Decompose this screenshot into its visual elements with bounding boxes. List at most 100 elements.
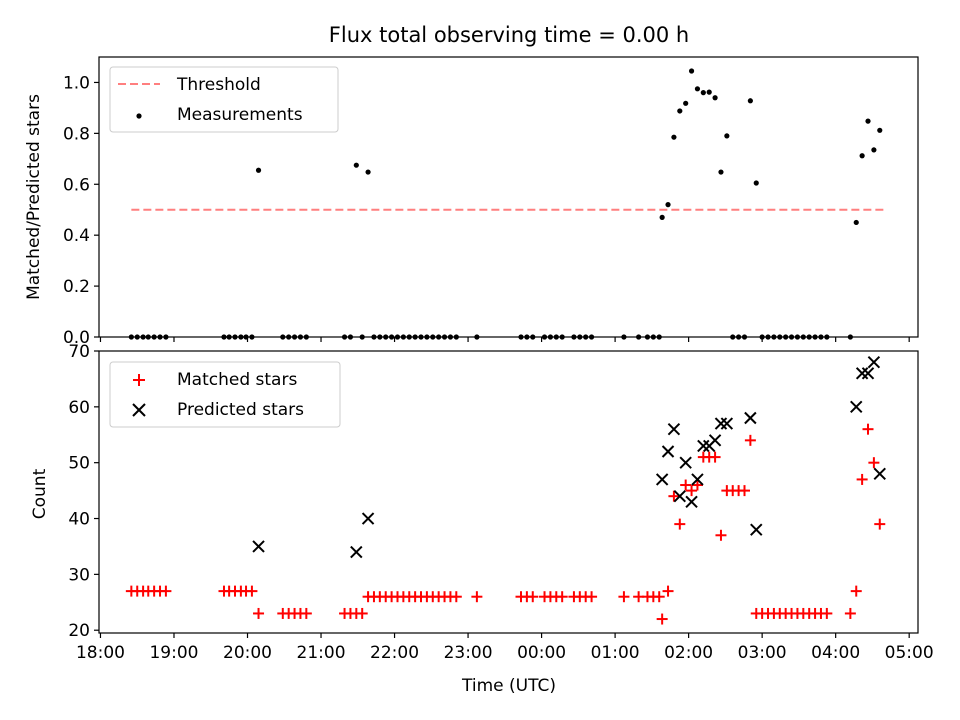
- x-tick-label: 20:00: [223, 643, 272, 663]
- predicted-marker-b: [673, 489, 687, 503]
- measurement-point: [730, 334, 736, 340]
- measurement-point: [151, 334, 157, 340]
- x-tick-label: 02:00: [664, 643, 713, 663]
- legend-matched-label: Matched stars: [177, 370, 297, 390]
- measurement-point: [577, 334, 583, 340]
- measurement-point: [559, 334, 565, 340]
- x-tick-label: 01:00: [591, 643, 640, 663]
- measurement-point: [571, 334, 577, 340]
- predicted-marker-b: [685, 495, 698, 508]
- predicted-marker-b: [873, 467, 886, 481]
- measurement-point: [359, 334, 365, 340]
- measurement-point: [157, 334, 163, 340]
- matched-stars-point: [844, 607, 856, 619]
- measurement-point: [818, 334, 824, 340]
- x-tick-label: 19:00: [149, 643, 198, 663]
- predicted-marker-b: [679, 456, 692, 469]
- predicted-marker-b: [714, 417, 728, 430]
- measurement-point: [700, 90, 706, 96]
- predicted-stars-point: [361, 512, 375, 525]
- predicted-marker-b: [661, 445, 675, 458]
- bottom-y-tick-label: 40: [68, 510, 90, 530]
- matched-stars-point: [691, 479, 703, 491]
- predicted-marker-b: [708, 434, 722, 447]
- predicted-marker-b: [252, 540, 265, 553]
- matched-stars-point: [821, 607, 833, 619]
- top-panel-frame: [98, 56, 919, 338]
- predicted-marker-b: [850, 400, 863, 414]
- measurement-point: [753, 180, 759, 186]
- matched-stars-point: [680, 479, 692, 491]
- bottom-panel-frame: [98, 350, 919, 634]
- matched-stars-point: [471, 591, 483, 603]
- predicted-marker-b: [697, 439, 710, 453]
- matched-stars-point: [653, 591, 665, 603]
- measurement-point: [859, 153, 865, 159]
- measurement-point: [353, 162, 359, 168]
- measurement-point: [741, 334, 748, 340]
- top-y-axis: 0.0 0.2 0.4 0.6 0.8 1.0: [63, 73, 99, 348]
- top-y-axis-label: Matched/Predicted stars: [24, 94, 44, 300]
- predicted-stars-point: [350, 545, 363, 559]
- matched-stars-point: [715, 529, 727, 541]
- x-tick-label: 22:00: [370, 643, 419, 663]
- top-panel: 0.0 0.2 0.4 0.6 0.8 1.0 Matched/Predicted sta…: [24, 56, 919, 348]
- measurement-point: [280, 334, 286, 340]
- measurement-point: [365, 169, 371, 175]
- legend-measurements-swatch: [136, 113, 142, 119]
- measurement-point: [553, 334, 559, 340]
- matched-stars-point: [656, 613, 668, 625]
- matched-stars-point: [874, 518, 886, 530]
- measurement-point: [683, 100, 689, 106]
- measurement-point: [644, 334, 651, 340]
- measurement-point: [747, 98, 753, 104]
- bottom-y-tick-label: 50: [68, 454, 90, 474]
- predicted-marker-b: [361, 512, 375, 525]
- measurement-point: [794, 334, 801, 340]
- bottom-y-tick-label: 30: [68, 565, 90, 585]
- measurement-point: [474, 334, 480, 340]
- measurement-point: [383, 334, 389, 340]
- measurement-point: [800, 334, 806, 340]
- matched-stars-point: [709, 451, 721, 463]
- bottom-legend: Matched stars Predicted stars: [109, 361, 341, 428]
- legend-predicted-label: Predicted stars: [177, 400, 304, 420]
- x-axis-label: Time (UTC): [461, 676, 556, 696]
- predicted-stars-point: [685, 495, 698, 508]
- measurement-point: [400, 334, 406, 340]
- measurement-point: [303, 334, 309, 340]
- bottom-y-tick-label: 20: [68, 621, 90, 641]
- x-tick-label: 04:00: [811, 643, 860, 663]
- matched-stars-point: [744, 434, 756, 446]
- matched-stars-point: [674, 518, 686, 530]
- chart-title: Flux total observing time = 0.00 h: [329, 23, 689, 47]
- matched-stars-point: [856, 473, 868, 485]
- matched-stars-point: [868, 457, 880, 469]
- measurement-point: [759, 334, 765, 340]
- measurement-point: [783, 334, 789, 340]
- bottom-x-axis: 18:00 19:00 20:00 21:00 22:00 23:00 00:00 01:00…: [76, 633, 934, 663]
- matched-stars-point: [556, 591, 568, 603]
- matched-stars-point: [862, 423, 874, 435]
- predicted-stars-point: [861, 367, 875, 380]
- measurement-point: [134, 334, 140, 340]
- measurement-point: [430, 334, 436, 340]
- measurement-point: [588, 334, 595, 340]
- measurement-point: [453, 334, 459, 340]
- measurement-point: [436, 334, 442, 340]
- measurement-point: [583, 334, 589, 340]
- x-tick-label: 03:00: [738, 643, 787, 663]
- measurement-point: [806, 334, 812, 340]
- predicted-stars-point: [750, 523, 763, 536]
- measurement-point: [650, 334, 656, 340]
- top-plot-area: [128, 68, 884, 340]
- predicted-marker-b: [350, 545, 363, 559]
- measurement-point: [441, 334, 448, 340]
- measurement-point: [671, 134, 677, 140]
- matched-stars-point: [850, 585, 862, 597]
- measurement-point: [286, 334, 292, 340]
- measurement-point: [765, 334, 771, 340]
- measurement-point: [812, 334, 818, 340]
- matched-stars-point: [246, 585, 258, 597]
